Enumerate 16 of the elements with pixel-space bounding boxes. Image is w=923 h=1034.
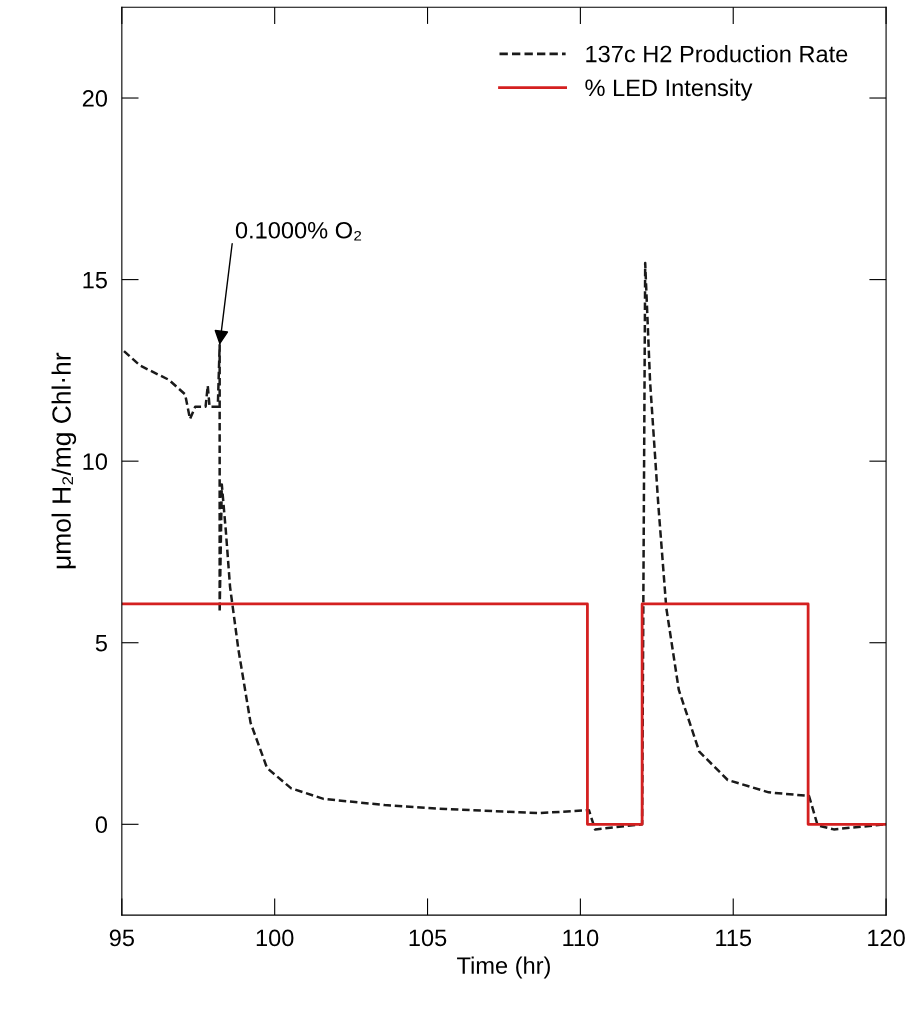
- y-axis-title: μmol H₂/mg Chl·hr: [51, 352, 77, 569]
- y-tick-label: 20: [82, 90, 108, 107]
- x-tick-label: 120: [868, 929, 905, 947]
- annotation: 0.1000% O₂: [235, 221, 362, 241]
- x-tick-label: 100: [256, 929, 294, 947]
- x-tick-label: 95: [109, 929, 134, 947]
- y-tick-label: 10: [83, 453, 108, 470]
- x-tick-label: 110: [563, 929, 599, 947]
- legend-label: % LED Intensity: [585, 78, 753, 101]
- legend-label: 137c H2 Production Rate: [586, 45, 848, 63]
- x-tick-label: 115: [716, 929, 752, 947]
- y-tick-label: 0: [95, 816, 108, 834]
- x-tick-label: 105: [409, 929, 447, 947]
- y-tick-label: 5: [95, 635, 107, 652]
- x-axis-title: Time (hr): [457, 956, 550, 979]
- y-tick-label: 15: [83, 271, 107, 289]
